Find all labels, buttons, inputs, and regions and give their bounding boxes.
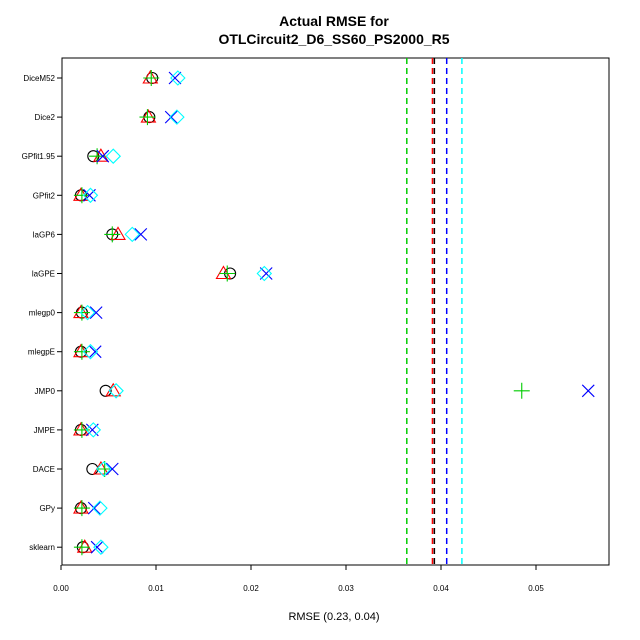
point-cross-GPy: [87, 501, 101, 515]
y-tick-label: GPfit1.95: [22, 152, 56, 161]
x-tick-label: 0.04: [433, 584, 449, 593]
point-diamond-GPfit1.95: [105, 148, 122, 164]
point-diamond-GPy: [92, 500, 108, 516]
point-plus-JMP0: [513, 382, 530, 399]
point-diamond-mlegpE: [82, 343, 99, 360]
point-plus-sklearn: [73, 539, 90, 556]
x-axis: 0.00 0.01 0.02 0.03 0.04 0.05: [53, 565, 544, 593]
point-plus-mlegp0: [73, 304, 90, 321]
y-tick-label: sklearn: [29, 543, 55, 552]
point-plus-laGP6: [104, 226, 121, 243]
y-tick-label: mlegp0: [29, 309, 56, 318]
point-diamond-sklearn: [93, 539, 109, 555]
point-diamond-JMP0: [108, 383, 124, 399]
y-tick-label: Dice2: [35, 113, 56, 122]
point-cross-laGP6: [134, 228, 148, 241]
x-tick-label: 0.03: [338, 584, 354, 593]
point-cross-DACE: [105, 462, 119, 476]
point-triangle-GPy: [72, 500, 89, 514]
point-diamond-laGPE: [256, 265, 273, 282]
point-diamond-laGP6: [124, 226, 141, 243]
x-tick-label: 0.00: [53, 584, 69, 593]
point-triangle-DiceM52: [142, 69, 159, 84]
point-cross-Dice2: [164, 110, 178, 124]
plot-frame: [61, 57, 610, 566]
x-tick-label: 0.05: [528, 584, 544, 593]
y-tick-label: GPfit2: [33, 191, 56, 200]
point-plus-DiceM52: [143, 70, 160, 86]
data-points: [72, 69, 595, 556]
point-diamond-Dice2: [169, 109, 185, 125]
y-tick-label: DiceM52: [23, 74, 55, 83]
reference-lines: [406, 58, 463, 565]
point-cross-laGPE: [259, 267, 273, 280]
y-tick-label: GPy: [39, 504, 55, 513]
point-cross-DiceM52: [168, 71, 182, 85]
y-tick-label: laGPE: [32, 270, 55, 279]
y-tick-label: DACE: [33, 465, 55, 474]
point-cross-JMP0: [581, 384, 595, 398]
point-cross-mlegp0: [89, 306, 103, 319]
point-plus-GPfit2: [73, 187, 90, 204]
x-tick-label: 0.02: [243, 584, 259, 593]
point-diamond-GPfit2: [82, 187, 99, 204]
x-tick-label: 0.01: [148, 584, 164, 593]
y-axis: DiceM52 Dice2 GPfit1.95 GPfit2 laGP6 laGPE mle…: [22, 74, 62, 552]
point-plus-laGPE: [219, 265, 236, 282]
x-axis-title: RMSE (0.23, 0.04): [288, 611, 379, 623]
point-diamond-JMPE: [85, 422, 102, 438]
point-cross-mlegpE: [88, 345, 102, 359]
point-plus-GPy: [73, 500, 90, 517]
y-tick-label: JMP0: [35, 387, 56, 396]
point-triangle-mlegp0: [72, 304, 89, 319]
point-diamond-mlegp0: [79, 304, 96, 321]
chart-title-line2: OTLCircuit2_D6_SS60_PS2000_R5: [218, 31, 449, 47]
point-triangle-sklearn: [76, 539, 93, 553]
point-plus-Dice2: [139, 109, 156, 126]
y-tick-label: laGP6: [33, 230, 56, 239]
point-plus-JMPE: [73, 421, 90, 438]
point-diamond-DiceM52: [170, 70, 186, 86]
point-plus-mlegpE: [73, 343, 90, 360]
point-cross-sklearn: [90, 540, 104, 554]
point-triangle-laGP6: [110, 226, 126, 240]
point-diamond-DACE: [95, 461, 112, 477]
y-tick-label: mlegpE: [28, 348, 55, 357]
point-triangle-JMPE: [72, 421, 89, 436]
chart-title-line1: Actual RMSE for: [279, 13, 389, 29]
point-triangle-Dice2: [140, 109, 157, 123]
point-cross-GPfit1.95: [96, 149, 110, 163]
y-tick-label: JMPE: [34, 426, 55, 435]
